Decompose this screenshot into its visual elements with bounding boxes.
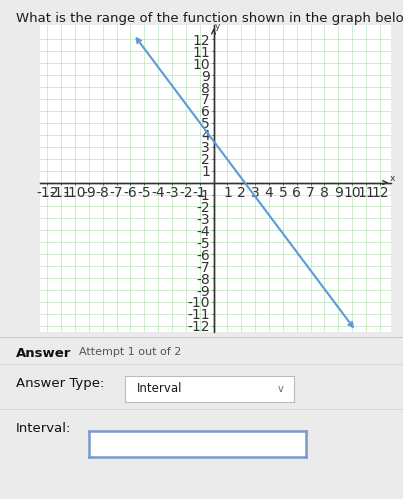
Text: Attempt 1 out of 2: Attempt 1 out of 2	[79, 347, 181, 357]
Text: y: y	[215, 21, 220, 30]
Text: Interval: Interval	[137, 382, 182, 395]
Text: What is the range of the function shown in the graph below?: What is the range of the function shown …	[16, 12, 403, 25]
Text: v: v	[277, 384, 283, 394]
Text: x: x	[390, 175, 395, 184]
Text: Answer Type:: Answer Type:	[16, 377, 104, 390]
Text: Answer: Answer	[16, 347, 71, 360]
Text: Interval:: Interval:	[16, 422, 71, 435]
